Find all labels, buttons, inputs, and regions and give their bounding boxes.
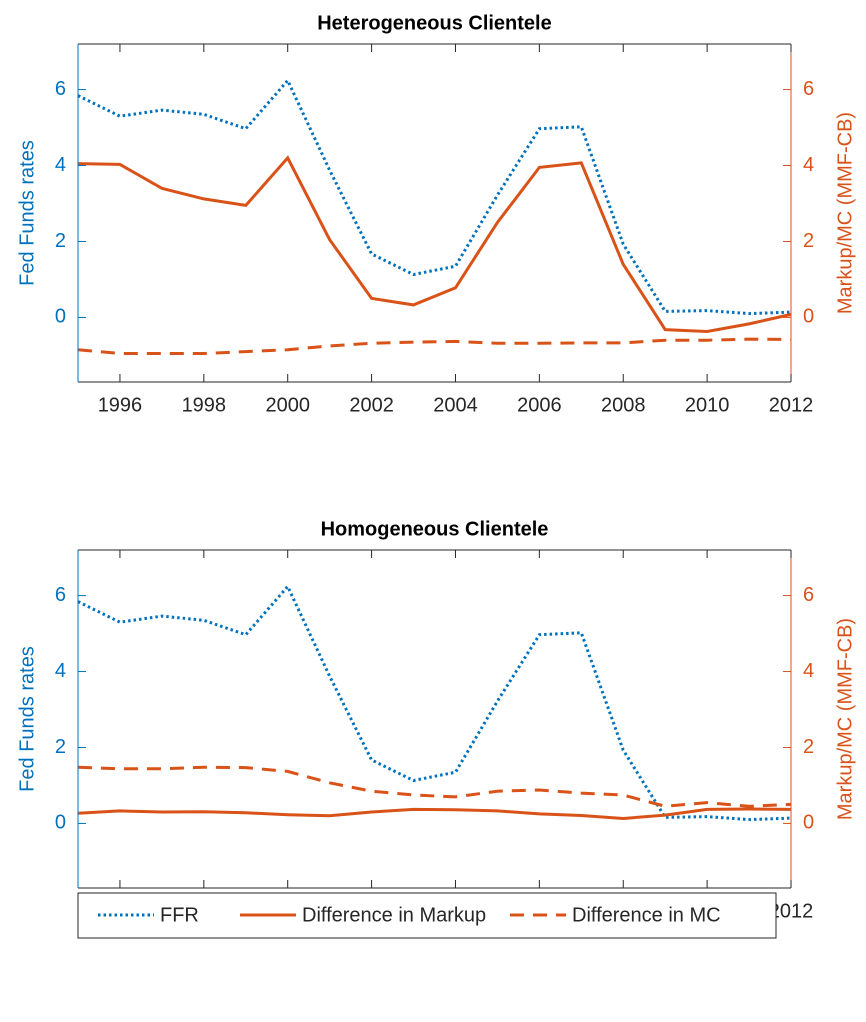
- y-tick-label: 6: [55, 78, 66, 100]
- y-tick-label: 0: [55, 812, 66, 834]
- y2-tick-label: 2: [803, 230, 814, 252]
- y2-tick-label: 6: [803, 584, 814, 606]
- chart-title: Heterogeneous Clientele: [317, 12, 552, 34]
- series-line: [77, 807, 792, 821]
- x-tick-label: 1996: [98, 394, 143, 416]
- x-tick-label: 2008: [601, 394, 646, 416]
- y-tick-label: 2: [55, 736, 66, 758]
- y2-tick-label: 0: [803, 306, 814, 328]
- x-tick-label: 2012: [769, 394, 814, 416]
- y2-axis-label: Markup/MC (MMF-CB): [834, 618, 856, 820]
- legend-label: Difference in MC: [572, 904, 721, 926]
- x-tick-label: 2004: [433, 394, 478, 416]
- series-line: [77, 155, 792, 334]
- y2-tick-label: 4: [803, 154, 814, 176]
- y-tick-label: 2: [55, 230, 66, 252]
- x-tick-label: 2010: [685, 394, 730, 416]
- x-tick-label: 2006: [517, 394, 562, 416]
- y-tick-label: 4: [55, 154, 66, 176]
- legend-label: Difference in Markup: [302, 904, 486, 926]
- series-line: [77, 337, 792, 355]
- y-tick-label: 6: [55, 584, 66, 606]
- y2-tick-label: 0: [803, 812, 814, 834]
- x-tick-label: 2002: [349, 394, 394, 416]
- legend-box: [77, 892, 777, 939]
- y-axis-label: Fed Funds rates: [16, 646, 38, 792]
- y2-tick-label: 6: [803, 78, 814, 100]
- series-line: [77, 77, 792, 316]
- series-line: [77, 583, 792, 822]
- x-tick-label: 2012: [769, 900, 814, 922]
- y-tick-label: 0: [55, 306, 66, 328]
- y2-tick-label: 2: [803, 736, 814, 758]
- y2-axis-label: Markup/MC (MMF-CB): [834, 112, 856, 314]
- chart-title: Homogeneous Clientele: [321, 518, 549, 540]
- x-tick-label: 2000: [265, 394, 310, 416]
- x-tick-label: 1998: [182, 394, 227, 416]
- y-tick-label: 4: [55, 660, 66, 682]
- y2-tick-label: 4: [803, 660, 814, 682]
- y-axis-label: Fed Funds rates: [16, 140, 38, 286]
- legend-label: FFR: [160, 904, 199, 926]
- series-line: [77, 765, 792, 808]
